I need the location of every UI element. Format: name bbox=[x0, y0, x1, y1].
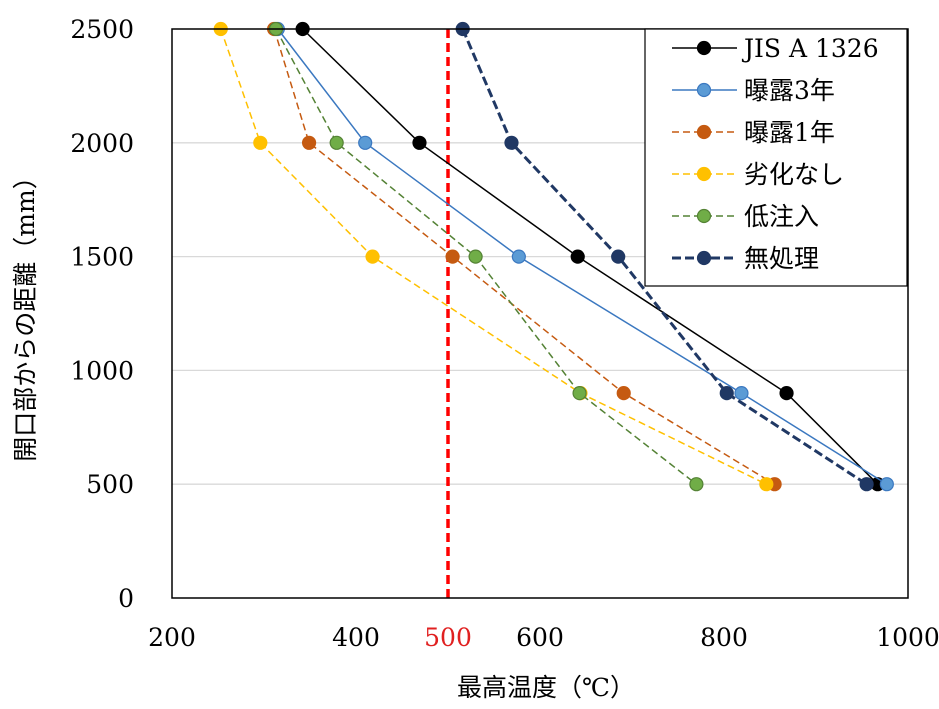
y-axis-title: 開口部からの距離（mm） bbox=[11, 164, 40, 461]
x-tick-label: 500 bbox=[424, 623, 472, 652]
data-point bbox=[572, 386, 587, 401]
y-tick-label: 500 bbox=[86, 470, 134, 499]
data-point bbox=[253, 135, 268, 150]
y-tick-label: 1000 bbox=[70, 356, 134, 385]
data-point bbox=[365, 249, 380, 264]
x-axis-title: 最高温度（℃） bbox=[457, 673, 635, 702]
legend-box bbox=[644, 28, 908, 287]
legend-item: 曝露1年 bbox=[672, 118, 835, 147]
legend-label: 曝露3年 bbox=[744, 76, 835, 105]
legend-swatch-marker bbox=[696, 82, 712, 98]
data-point bbox=[301, 135, 317, 150]
legend-swatch-marker bbox=[696, 250, 712, 266]
x-tick-label: 800 bbox=[700, 623, 748, 652]
legend-label: JIS A 1326 bbox=[741, 34, 879, 63]
y-tick-label: 1500 bbox=[70, 243, 134, 272]
x-tick-label: 1000 bbox=[876, 623, 939, 652]
data-point bbox=[611, 249, 626, 264]
data-point bbox=[719, 386, 734, 401]
data-point bbox=[734, 386, 749, 401]
legend-swatch-marker bbox=[696, 166, 712, 182]
y-tick-label: 0 bbox=[118, 584, 134, 613]
legend-item: 無処理 bbox=[672, 244, 819, 273]
data-point bbox=[779, 386, 794, 401]
legend-swatch-marker bbox=[696, 40, 712, 56]
series-layer bbox=[213, 21, 894, 492]
legend-item: JIS A 1326 bbox=[672, 34, 879, 63]
legend-label: 無処理 bbox=[744, 244, 819, 273]
data-point bbox=[689, 477, 704, 492]
data-point bbox=[859, 477, 874, 492]
y-tick-label: 2000 bbox=[70, 129, 134, 158]
data-point bbox=[412, 135, 427, 150]
legend-item: 曝露3年 bbox=[672, 76, 835, 105]
data-point bbox=[358, 135, 373, 150]
legend-swatch-marker bbox=[696, 208, 712, 224]
legend-label: 劣化なし bbox=[744, 160, 844, 189]
data-point bbox=[329, 135, 344, 150]
series-5 bbox=[455, 21, 874, 492]
data-point bbox=[570, 249, 585, 264]
legend-swatch-marker bbox=[696, 124, 712, 140]
x-tick-label: 200 bbox=[148, 623, 196, 652]
data-point bbox=[879, 477, 894, 492]
legend-label: 低注入 bbox=[744, 202, 819, 231]
y-tick-label: 2500 bbox=[70, 15, 134, 44]
data-point bbox=[504, 135, 519, 150]
data-point bbox=[511, 249, 526, 264]
x-tick-label: 400 bbox=[332, 623, 380, 652]
y-axis-ticks: 0 500 1000 1500 2000 2500 bbox=[70, 15, 134, 613]
legend-item: 低注入 bbox=[672, 202, 819, 231]
data-point bbox=[616, 386, 631, 401]
legend-label: 曝露1年 bbox=[744, 118, 835, 147]
x-axis-ticks: 200 400 500 600 800 1000 bbox=[148, 623, 939, 652]
data-point bbox=[445, 249, 460, 264]
plot-frame bbox=[171, 28, 909, 599]
x-tick-label: 600 bbox=[516, 623, 564, 652]
data-point bbox=[468, 249, 483, 264]
series-4 bbox=[268, 21, 704, 492]
data-point bbox=[759, 477, 774, 492]
legend-item: 劣化なし bbox=[672, 160, 844, 189]
